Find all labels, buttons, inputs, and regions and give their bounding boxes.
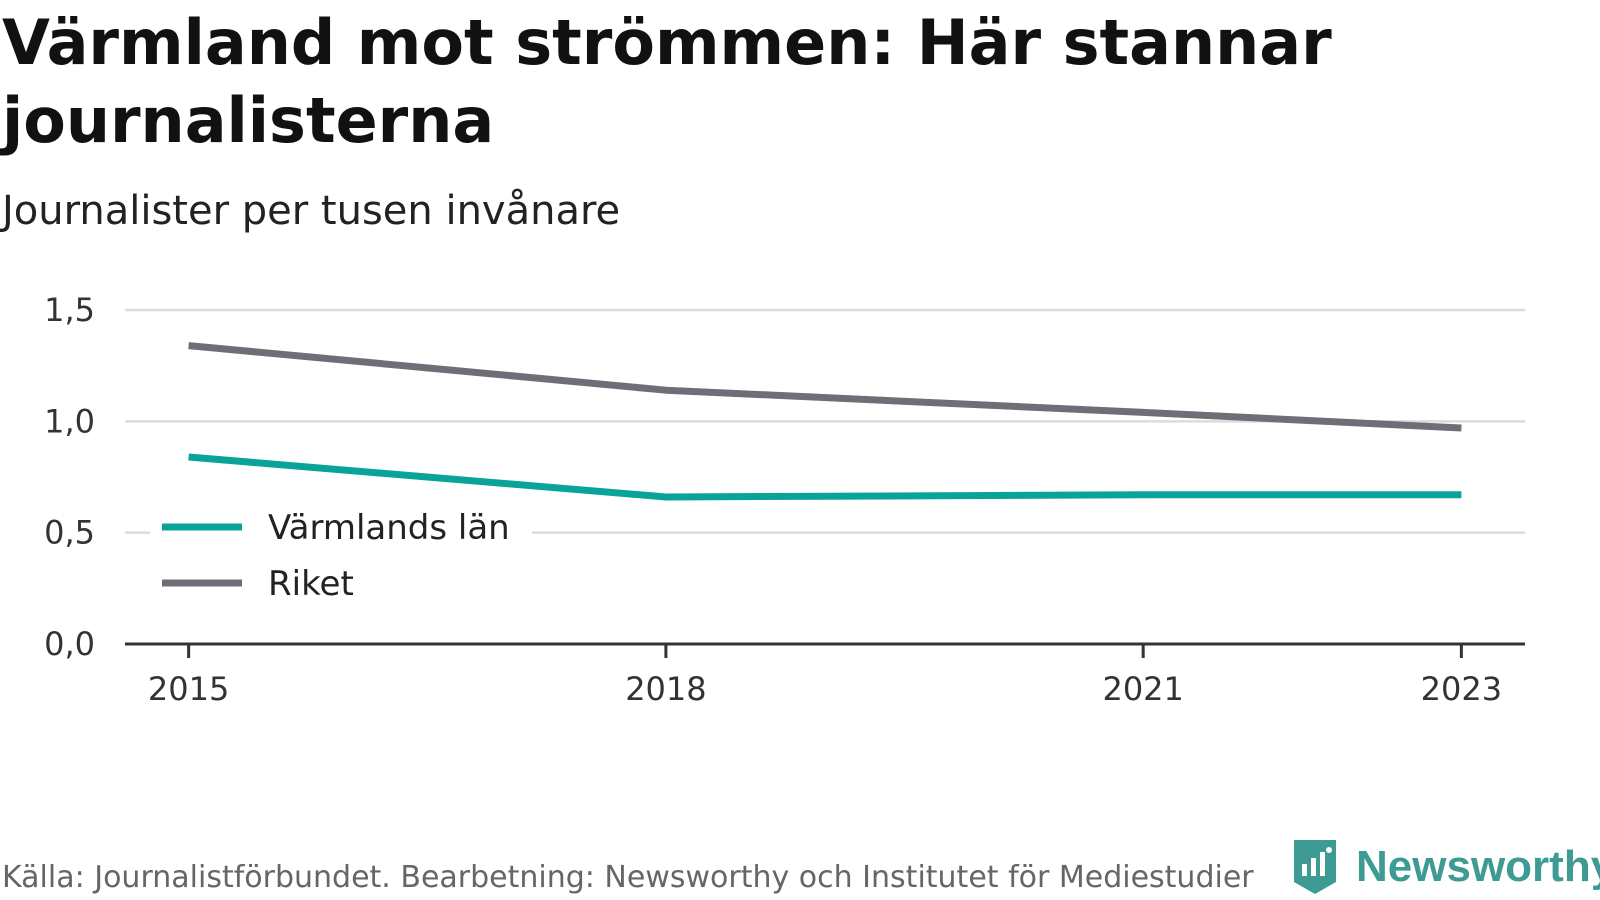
chart-subtitle: Journalister per tusen invånare bbox=[2, 188, 621, 234]
x-tick-label: 2018 bbox=[625, 670, 706, 708]
x-axis-labels: 2015 2018 2021 2023 bbox=[148, 670, 1502, 708]
y-tick-label: 0,0 bbox=[44, 625, 95, 663]
x-axis bbox=[125, 642, 1525, 658]
x-tick-label: 2015 bbox=[148, 670, 229, 708]
series-lines bbox=[188, 342, 1462, 501]
x-tick-label: 2023 bbox=[1421, 670, 1502, 708]
y-tick-label: 1,5 bbox=[44, 291, 95, 329]
y-axis-labels: 0,0 0,5 1,0 1,5 bbox=[44, 291, 95, 663]
brand-name: Newsworthy bbox=[1356, 842, 1600, 891]
legend-background bbox=[150, 496, 532, 618]
legend: Värmlands län Riket bbox=[150, 496, 532, 618]
series-line-riket bbox=[188, 342, 1462, 432]
newsworthy-logo-icon bbox=[1294, 840, 1336, 894]
source-note: Källa: Journalistförbundet. Bearbetning:… bbox=[2, 860, 1254, 895]
series-line-varmland bbox=[188, 453, 1462, 501]
x-tick-label: 2021 bbox=[1102, 670, 1183, 708]
brand-logo: Newsworthy bbox=[1290, 838, 1600, 896]
legend-label: Värmlands län bbox=[268, 508, 510, 548]
legend-label: Riket bbox=[268, 564, 354, 604]
y-tick-label: 1,0 bbox=[44, 402, 95, 440]
chart-title: Värmland mot strömmen: Här stannar journ… bbox=[2, 6, 1332, 157]
y-tick-label: 0,5 bbox=[44, 514, 95, 552]
